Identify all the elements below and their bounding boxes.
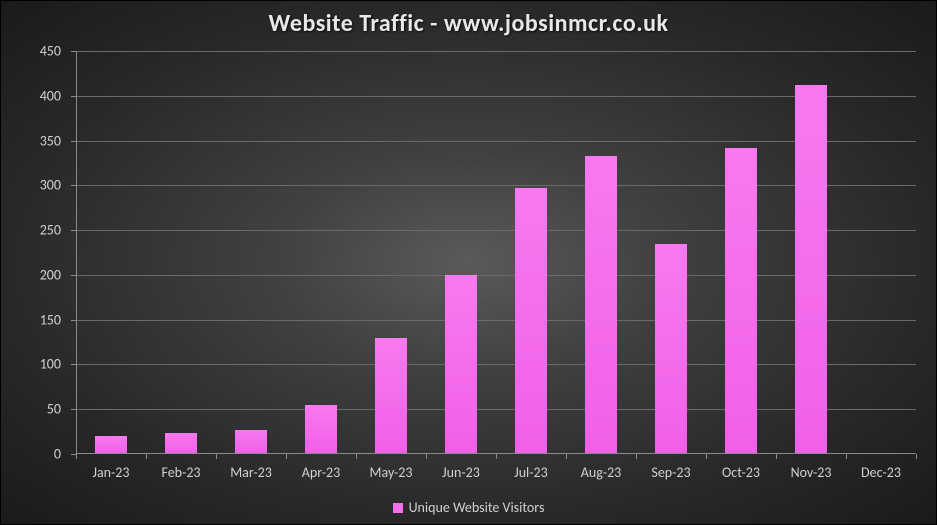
bar [305,405,337,454]
x-tick-label: Sep-23 [651,464,690,481]
legend-label: Unique Website Visitors [409,499,545,516]
y-tick-label: 400 [40,87,61,104]
y-tick-label: 0 [54,446,61,463]
x-axis: Jan-23 Feb-23 Mar-23 Apr-23 May-23 Jun-23 Jul-… [76,459,916,484]
bar [585,156,617,454]
y-tick [71,230,76,231]
x-tick-label: Dec-23 [861,464,901,481]
x-tick-label: Nov-23 [791,464,832,481]
y-tick-label: 50 [47,401,61,418]
x-tick-label: Feb-23 [161,464,200,481]
bar [95,436,127,454]
y-tick [71,364,76,365]
y-tick-label: 100 [40,356,61,373]
bar [165,433,197,454]
bar [375,338,407,454]
chart-container: Website Traffic - www.jobsinmcr.co.uk 0 5… [0,0,937,525]
y-tick-label: 200 [40,266,61,283]
bar [515,188,547,454]
y-tick [71,141,76,142]
y-tick-label: 450 [40,43,61,60]
x-tick-label: Mar-23 [230,464,272,481]
bar [235,430,267,454]
legend: Unique Website Visitors [1,498,936,516]
legend-swatch [393,503,403,513]
plot-area [76,51,916,454]
y-tick [71,185,76,186]
bar [445,275,477,454]
bar [655,244,687,454]
x-tick-label: Aug-23 [581,464,622,481]
x-tick-label: Jul-23 [514,464,548,481]
chart-title: Website Traffic - www.jobsinmcr.co.uk [1,9,936,38]
y-tick-label: 150 [40,311,61,328]
y-tick-label: 350 [40,132,61,149]
y-axis-line [76,51,77,454]
y-tick [71,51,76,52]
y-axis: 050100150200250300350400450 [1,51,71,454]
x-tick-label: Jan-23 [92,464,129,481]
y-tick [71,320,76,321]
x-tick-label: Oct-23 [722,464,760,481]
bar-group [76,51,916,454]
y-tick [71,409,76,410]
y-tick-label: 250 [40,222,61,239]
y-tick [71,96,76,97]
bar [795,85,827,454]
y-tick [71,275,76,276]
bar [725,148,757,454]
x-tick-label: Jun-23 [442,464,480,481]
y-tick-label: 300 [40,177,61,194]
x-tick-label: Apr-23 [302,464,340,481]
x-tick [916,454,917,459]
x-tick-label: May-23 [370,464,413,481]
